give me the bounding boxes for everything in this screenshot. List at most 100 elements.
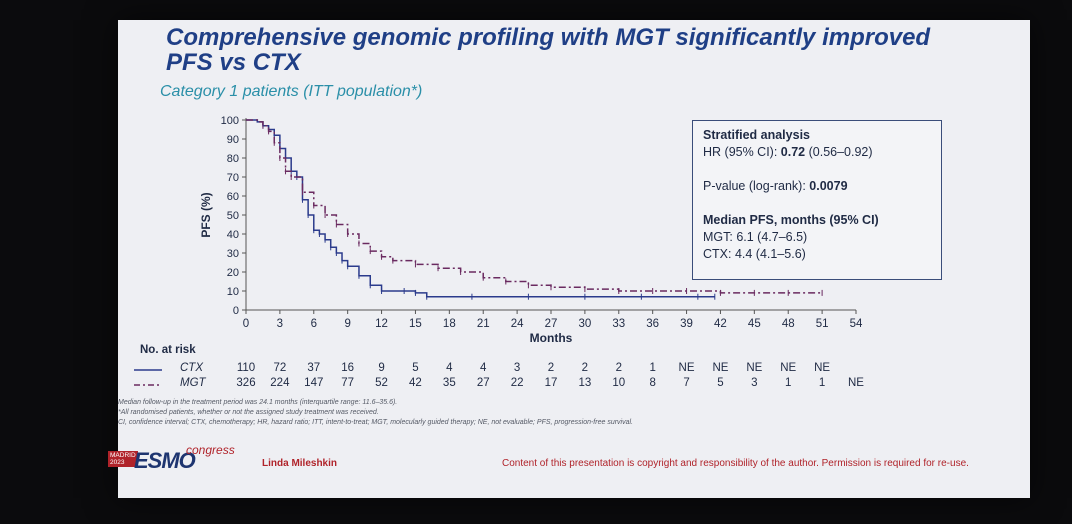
at-risk-value: 9 xyxy=(378,362,385,374)
slide-subtitle: Category 1 patients (ITT population*) xyxy=(160,83,423,100)
at-risk-value: 4 xyxy=(446,362,453,374)
at-risk-label: CTX xyxy=(180,362,203,374)
x-tick-label: 27 xyxy=(545,318,558,330)
at-risk-value: 77 xyxy=(341,377,355,389)
stratified-analysis-box: Stratified analysis HR (95% CI): 0.72 (0… xyxy=(692,120,942,280)
y-tick-label: 0 xyxy=(233,305,239,317)
legend-line-mgt xyxy=(134,384,162,386)
ctx-median: CTX: 4.4 (4.1–5.6) xyxy=(703,247,806,261)
x-tick-label: 0 xyxy=(243,318,249,330)
hazard-ratio: HR (95% CI): 0.72 (0.56–0.92) xyxy=(703,144,931,161)
slide: Comprehensive genomic profiling with MGT… xyxy=(108,20,1030,498)
x-tick-label: 12 xyxy=(375,318,388,330)
x-tick-label: 15 xyxy=(409,318,422,330)
at-risk-value: 22 xyxy=(510,377,524,389)
x-tick-label: 6 xyxy=(311,318,317,330)
x-tick-label: 9 xyxy=(344,318,350,330)
y-tick-label: 50 xyxy=(227,210,239,222)
at-risk-value: 52 xyxy=(375,377,388,389)
y-tick-label: 20 xyxy=(227,267,239,279)
series-mgt-line xyxy=(246,119,823,294)
at-risk-value: 35 xyxy=(442,377,456,389)
x-tick-label: 39 xyxy=(680,318,693,330)
footnote-line: CI, confidence interval; CTX, chemothera… xyxy=(118,419,633,426)
at-risk-value: NE xyxy=(814,362,831,374)
y-tick-label: 40 xyxy=(227,229,239,241)
at-risk-value: 1 xyxy=(818,377,826,389)
x-axis-label: Months xyxy=(530,331,573,345)
at-risk-row-ctx: CTX 110 72 37 16 9 5 4 4 3 2 2 2 1 NE NE NE NE NE xyxy=(118,362,1018,376)
y-tick-label: 60 xyxy=(227,191,239,203)
at-risk-value: 16 xyxy=(341,362,355,374)
footnote-line: *All randomised patients, whether or not… xyxy=(118,409,379,416)
at-risk-value: 7 xyxy=(683,377,690,389)
x-tick-label: 21 xyxy=(477,318,490,330)
at-risk-value: 17 xyxy=(544,377,558,389)
logo-congress: congress xyxy=(186,443,235,457)
hr-value: 0.72 xyxy=(780,145,806,159)
at-risk-value: 13 xyxy=(578,377,592,389)
at-risk-value: 147 xyxy=(304,377,324,389)
footnotes: Median follow-up in the treatment period… xyxy=(118,398,633,428)
y-tick-label: 90 xyxy=(227,134,239,146)
y-tick-label: 30 xyxy=(227,248,239,260)
at-risk-value: 4 xyxy=(480,362,487,374)
at-risk-value: 2 xyxy=(547,362,555,374)
at-risk-value: NE xyxy=(746,362,763,374)
at-risk-value: 5 xyxy=(412,362,419,374)
y-tick-label: 80 xyxy=(227,153,239,165)
x-tick-label: 42 xyxy=(714,318,727,330)
x-tick-label: 54 xyxy=(850,318,863,330)
x-tick-label: 45 xyxy=(748,318,761,330)
x-tick-label: 30 xyxy=(578,318,591,330)
at-risk-value: 326 xyxy=(236,377,256,389)
at-risk-row-mgt: MGT 326 224 147 77 52 42 35 27 22 17 13 10 8 7 5 3 1 1 NE xyxy=(118,377,1018,391)
p-label: P-value (log-rank): xyxy=(703,179,810,193)
hr-label: HR (95% CI): xyxy=(703,145,781,159)
at-risk-value: 8 xyxy=(649,377,656,389)
at-risk-value: 37 xyxy=(307,362,321,374)
at-risk-value: NE xyxy=(678,362,695,374)
x-tick-label: 3 xyxy=(277,318,283,330)
at-risk-value: NE xyxy=(712,362,729,374)
at-risk-value: 3 xyxy=(751,377,758,389)
series-ctx-line xyxy=(246,119,715,298)
at-risk-value: NE xyxy=(848,377,864,389)
logo-esmo: ESMO xyxy=(134,448,196,473)
esmo-logo: MADRID 2023 ESMO congress xyxy=(108,443,248,481)
at-risk-label: MGT xyxy=(180,377,206,389)
mgt-median: MGT: 6.1 (4.7–6.5) xyxy=(703,230,808,244)
y-tick-label: 100 xyxy=(221,115,239,127)
at-risk-value: 224 xyxy=(270,377,290,389)
p-value: P-value (log-rank): 0.0079 xyxy=(703,178,931,195)
median-heading: Median PFS, months (95% CI) xyxy=(703,213,879,227)
at-risk-value: 2 xyxy=(581,362,589,374)
x-tick-label: 51 xyxy=(816,318,829,330)
y-tick-label: 70 xyxy=(227,172,239,184)
x-tick-label: 18 xyxy=(443,318,456,330)
at-risk-value: 42 xyxy=(409,377,422,389)
x-tick-label: 24 xyxy=(511,318,524,330)
at-risk-value: NE xyxy=(780,362,797,374)
y-axis-label: PFS (%) xyxy=(199,192,213,237)
at-risk-value: 72 xyxy=(273,362,287,374)
logo-year: 2023 xyxy=(110,459,125,466)
x-tick-label: 48 xyxy=(782,318,795,330)
at-risk-title: No. at risk xyxy=(140,344,196,356)
at-risk-value: 2 xyxy=(615,362,622,374)
hr-ci: (0.56–0.92) xyxy=(805,145,873,159)
slide-title: Comprehensive genomic profiling with MGT… xyxy=(166,24,931,76)
copyright-notice: Content of this presentation is copyrigh… xyxy=(502,458,969,469)
y-tick-label: 10 xyxy=(227,286,239,298)
at-risk-value: 110 xyxy=(236,362,256,374)
at-risk-value: 1 xyxy=(649,362,656,374)
at-risk-value: 10 xyxy=(612,377,626,389)
author-name: Linda Mileshkin xyxy=(262,458,338,469)
at-risk-value: 3 xyxy=(513,362,521,374)
legend-line-ctx xyxy=(134,369,162,371)
at-risk-value: 5 xyxy=(717,377,724,389)
x-tick-label: 33 xyxy=(612,318,625,330)
logo-madrid-badge: MADRID 2023 xyxy=(108,451,138,467)
x-tick-label: 36 xyxy=(646,318,659,330)
